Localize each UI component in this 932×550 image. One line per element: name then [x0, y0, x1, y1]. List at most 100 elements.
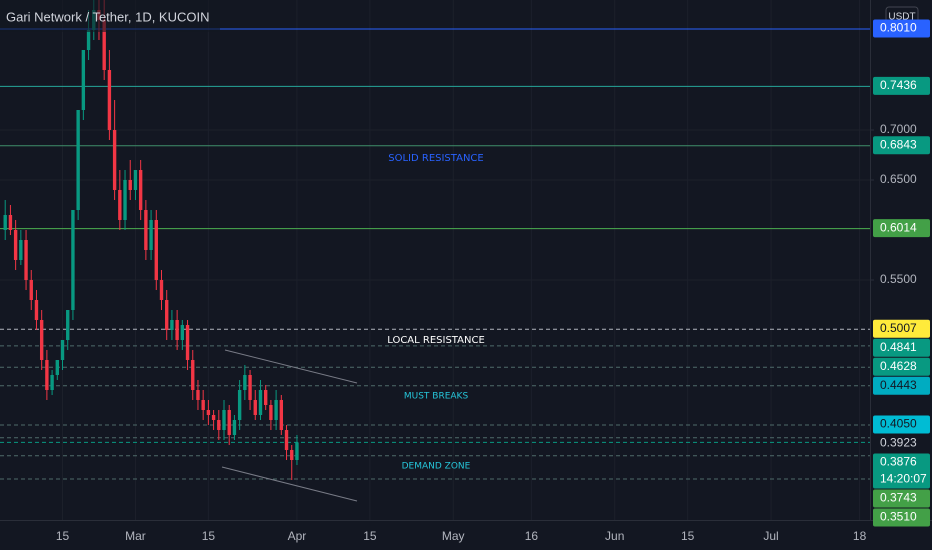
y-tick-label: 0.5500 — [880, 272, 917, 286]
candle-body — [102, 20, 106, 70]
annotation: MUST BREAKS — [404, 392, 469, 402]
price-label: 0.4841 — [880, 340, 917, 354]
price-label: 0.4628 — [880, 359, 917, 373]
x-tick-label: Mar — [125, 529, 146, 543]
x-tick-label: 15 — [681, 529, 695, 543]
candle-body — [232, 420, 237, 435]
candle-body — [123, 180, 127, 220]
candle-body — [170, 320, 174, 330]
candle-body — [86, 30, 91, 50]
candle-body — [128, 180, 132, 190]
candle-body — [154, 220, 158, 280]
candle-body — [55, 360, 59, 375]
candle-body — [243, 375, 247, 390]
candle-body — [295, 442, 299, 460]
price-label-bg — [873, 219, 930, 238]
candle-body — [180, 325, 185, 340]
price-label-bg — [873, 376, 930, 395]
price-label-bg — [873, 357, 930, 376]
candle-body — [29, 280, 33, 300]
price-label-bg — [873, 19, 930, 38]
candle-body — [133, 170, 138, 190]
price-label: 0.5007 — [880, 321, 917, 335]
price-label-bg — [873, 508, 930, 527]
candle-body — [284, 430, 289, 450]
candle-body — [175, 320, 179, 340]
price-label: 0.7436 — [880, 78, 917, 92]
price-label: 0.3876 — [880, 455, 917, 469]
x-tick-label: 18 — [853, 529, 867, 543]
annotation: LOCAL RESISTANCE — [387, 335, 485, 346]
candle-body — [227, 410, 231, 435]
price-label: 0.6014 — [880, 220, 917, 234]
y-tick-label: 0.6500 — [880, 172, 917, 186]
price-label: 0.3923 — [880, 436, 917, 450]
trend-line — [224, 349, 358, 384]
candle-body — [196, 390, 200, 400]
price-label: 0.4443 — [880, 378, 917, 392]
candle-body — [71, 210, 75, 310]
candle-body — [66, 310, 70, 340]
annotation: DEMAND ZONE — [402, 462, 471, 472]
x-tick-label: 15 — [56, 529, 70, 543]
candle-body — [76, 110, 80, 210]
candle-body — [107, 70, 112, 130]
price-label-bg — [873, 489, 930, 508]
title-backdrop — [0, 0, 220, 32]
price-label: 0.8010 — [880, 21, 917, 35]
price-label: 0.3510 — [880, 510, 917, 524]
price-label-bg — [873, 76, 930, 95]
x-tick-label: 16 — [525, 529, 539, 543]
candle-body — [290, 450, 294, 460]
chart-title: Gari Network / Tether, 1D, KUCOIN — [6, 9, 210, 24]
candle-body — [274, 400, 278, 420]
x-tick-label: Jun — [605, 529, 624, 543]
x-tick-label: Apr — [288, 529, 307, 543]
candle-body — [60, 340, 65, 360]
price-label-bg — [873, 136, 930, 155]
levels — [0, 28, 870, 480]
candle-body — [269, 405, 273, 420]
candle-body — [263, 390, 268, 405]
candle-body — [39, 320, 44, 360]
candle-body — [144, 210, 148, 250]
candle-body — [206, 410, 211, 415]
price-label: 0.3743 — [880, 491, 917, 505]
price-label-bg — [873, 338, 930, 357]
candle-body — [138, 170, 143, 210]
candle-body — [159, 280, 164, 300]
candle-body — [258, 390, 263, 415]
x-tick-label: 15 — [363, 529, 377, 543]
x-tick-label: 15 — [202, 529, 216, 543]
candle-body — [50, 375, 54, 390]
candle-body — [81, 50, 86, 110]
candle-body — [34, 300, 39, 320]
price-label: 0.4050 — [880, 417, 917, 431]
price-label-bg — [873, 453, 930, 489]
candle-body — [211, 415, 216, 420]
candle-body — [118, 190, 122, 220]
price-label-bg — [873, 319, 930, 338]
candle-body — [185, 325, 190, 360]
price-label: 0.6843 — [880, 137, 917, 151]
candle-body — [279, 400, 284, 430]
candle-body — [19, 240, 23, 260]
annotation: SOLID RESISTANCE — [388, 153, 483, 164]
y-tick-label: 0.7000 — [880, 122, 917, 136]
candle-body — [112, 130, 117, 190]
candle-body — [217, 420, 221, 430]
x-tick-label: May — [442, 529, 465, 543]
x-tick-label: Jul — [763, 529, 778, 543]
candle-body — [13, 230, 18, 260]
candle-body — [191, 360, 195, 390]
candle-body — [201, 400, 205, 410]
candle-body — [8, 215, 13, 230]
candle-body — [253, 400, 257, 415]
candle-body — [248, 375, 252, 400]
axes: 15 Mar 15 Apr 15 May 16 Jun 15 Jul 18 0.5500 0.6500 0… — [56, 19, 930, 543]
countdown: 14:20:07 — [880, 472, 927, 486]
candle-body — [165, 300, 169, 330]
candles — [3, 0, 299, 480]
candle-body — [222, 410, 226, 430]
